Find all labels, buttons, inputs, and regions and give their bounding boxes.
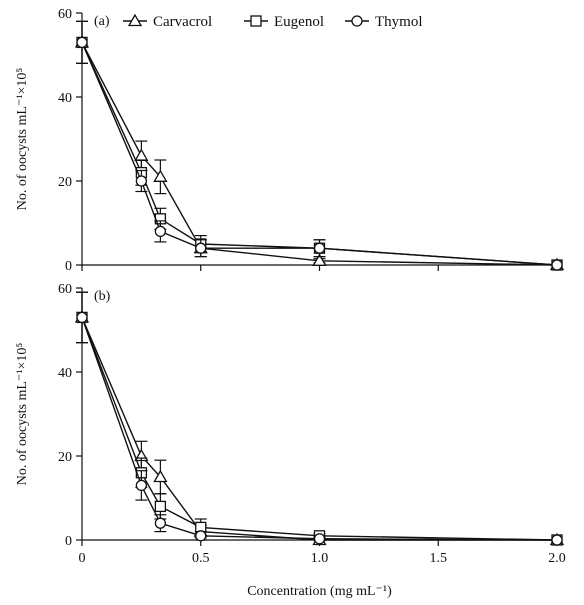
panel-a: 0 20 40 60 (a) No. of oocysts mL⁻¹×10⁵ xyxy=(15,7,565,274)
x-tick-label: 0.5 xyxy=(192,551,210,566)
series-line xyxy=(81,42,558,266)
data-point xyxy=(135,175,148,187)
series-line xyxy=(81,42,558,266)
data-point xyxy=(76,311,88,324)
data-point xyxy=(195,530,207,542)
data-point xyxy=(154,517,167,529)
legend-label: Eugenol xyxy=(274,14,324,30)
data-point xyxy=(135,479,148,492)
series-thymol xyxy=(76,291,563,546)
panel-label: (a) xyxy=(94,14,110,29)
legend-marker xyxy=(351,15,363,27)
y-axis-title: No. of oocysts mL⁻¹×10⁵ xyxy=(15,68,30,211)
data-point xyxy=(134,148,149,161)
y-tick-label: 60 xyxy=(58,7,72,22)
y-tick-label: 0 xyxy=(65,534,72,549)
series-line xyxy=(81,317,557,541)
data-point xyxy=(551,259,563,271)
y-tick-label: 60 xyxy=(58,282,72,297)
legend-label: Thymol xyxy=(375,14,423,30)
y-tick-label: 40 xyxy=(58,91,72,106)
legend: Carvacrol Eugenol Thymol xyxy=(123,13,423,30)
series-thymol xyxy=(76,20,563,271)
data-point xyxy=(195,242,207,254)
x-tick-label: 1.0 xyxy=(311,551,329,566)
data-point xyxy=(154,225,167,238)
panel-b: 0 20 40 60 0 0.5 1.0 1.5 2.0 (b) No. of oocysts mL… xyxy=(15,282,566,566)
legend-marker xyxy=(250,15,262,27)
series-carvacrol xyxy=(74,20,565,271)
data-point xyxy=(313,242,326,254)
series-eugenol xyxy=(76,20,563,271)
data-point xyxy=(312,253,327,266)
data-point xyxy=(153,469,168,483)
legend-item-carvacrol: Carvacrol xyxy=(123,13,212,30)
legend-label: Carvacrol xyxy=(153,14,212,30)
x-axis-title: Concentration (mg mL⁻¹) xyxy=(247,584,392,599)
x-tick-label: 0 xyxy=(79,551,86,566)
series-eugenol xyxy=(76,291,563,546)
data-point xyxy=(313,533,326,545)
legend-item-eugenol: Eugenol xyxy=(244,14,324,30)
series-line xyxy=(81,317,558,541)
data-point xyxy=(154,500,167,513)
data-point xyxy=(76,36,88,49)
panel-label: (b) xyxy=(94,289,111,304)
series-line xyxy=(81,317,558,541)
data-point xyxy=(551,534,563,546)
data-point xyxy=(153,169,168,182)
legend-item-thymol: Thymol xyxy=(345,14,423,30)
y-tick-label: 40 xyxy=(58,366,72,381)
series-line xyxy=(81,42,558,266)
y-tick-label: 20 xyxy=(58,175,72,190)
y-tick-label: 20 xyxy=(58,450,72,465)
series-carvacrol xyxy=(74,291,565,546)
x-tick-label: 2.0 xyxy=(548,551,566,566)
x-tick-label: 1.5 xyxy=(430,551,448,566)
legend-marker xyxy=(127,13,143,27)
y-axis-title: No. of oocysts mL⁻¹×10⁵ xyxy=(15,343,30,486)
y-tick-label: 0 xyxy=(65,259,72,274)
